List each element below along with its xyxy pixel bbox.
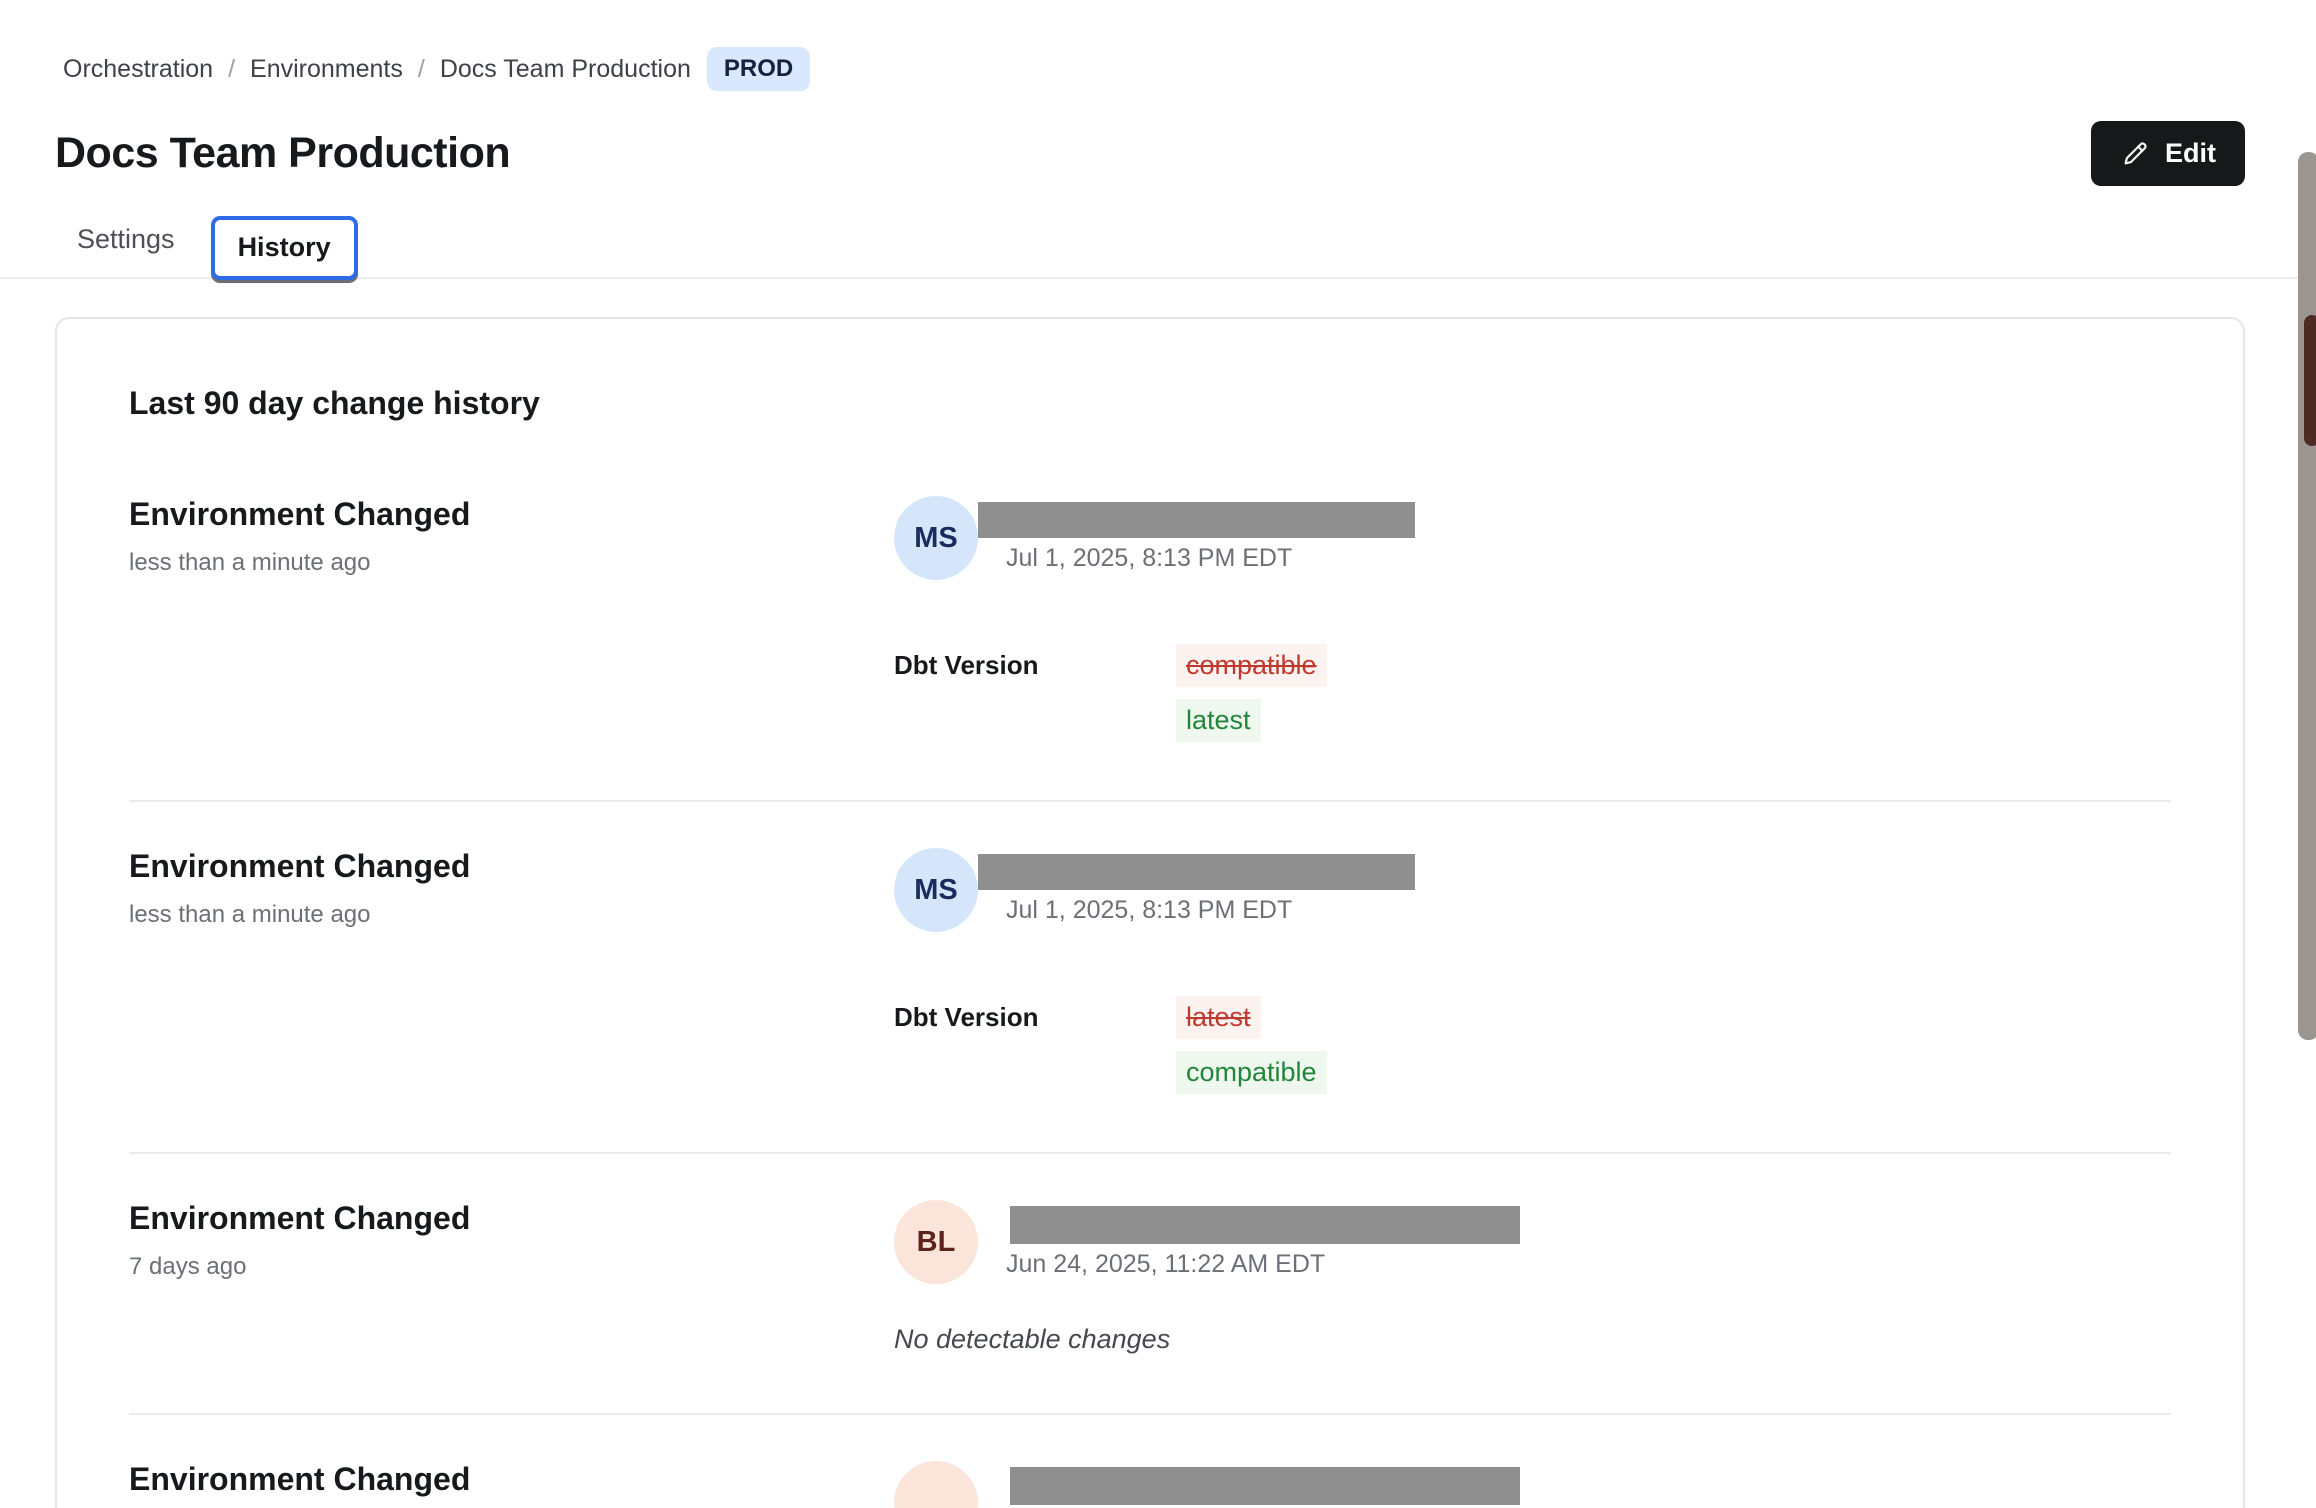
change-new-value: latest bbox=[1176, 699, 1261, 742]
avatar bbox=[894, 1461, 978, 1508]
change-old-value: compatible bbox=[1176, 644, 1327, 687]
edit-button-label: Edit bbox=[2165, 138, 2216, 168]
breadcrumb: Orchestration / Environments / Docs Team… bbox=[63, 47, 2316, 91]
change-field-label: Dbt Version bbox=[894, 650, 1039, 680]
breadcrumb-current-environment[interactable]: Docs Team Production bbox=[439, 54, 691, 83]
entry-relative-time: less than a minute ago bbox=[129, 549, 371, 576]
entry-changes: Dbt Version compatible latest bbox=[894, 644, 2171, 742]
entry-author-row bbox=[894, 1461, 2171, 1508]
breadcrumb-environments[interactable]: Environments bbox=[250, 54, 403, 83]
entry-timestamp: Jul 1, 2025, 8:13 PM EDT bbox=[1006, 544, 1293, 572]
pencil-icon bbox=[2120, 139, 2150, 169]
inner-scrollbar-thumb[interactable] bbox=[2304, 315, 2316, 446]
environment-page: Orchestration / Environments / Docs Team… bbox=[0, 47, 2316, 1508]
entry-title: Environment Changed bbox=[129, 1461, 471, 1497]
entry-author-meta: Jul 1, 2025, 8:13 PM EDT bbox=[978, 848, 1415, 925]
entry-detail: BL Jun 24, 2025, 11:22 AM EDT No detecta… bbox=[894, 1200, 2171, 1355]
change-history-card: Last 90 day change history Environment C… bbox=[55, 317, 2245, 1508]
entry-author-meta: Jun 24, 2025, 11:22 AM EDT bbox=[978, 1200, 1520, 1279]
entry-author-meta: Jul 1, 2025, 8:13 PM EDT bbox=[978, 496, 1415, 573]
entry-author-meta bbox=[978, 1461, 1520, 1505]
redacted-username-bar bbox=[978, 502, 1415, 538]
change-row: Dbt Version compatible latest bbox=[894, 644, 2171, 742]
avatar: MS bbox=[894, 496, 978, 580]
entry-summary: Environment Changed less than a minute a… bbox=[129, 496, 894, 742]
entry-author-row: MS Jul 1, 2025, 8:13 PM EDT bbox=[894, 496, 2171, 580]
tab-bar: Settings History bbox=[0, 210, 2316, 280]
avatar: BL bbox=[894, 1200, 978, 1284]
redacted-username-bar bbox=[1010, 1467, 1520, 1505]
entry-detail: MS Jul 1, 2025, 8:13 PM EDT Dbt Version … bbox=[894, 496, 2171, 742]
entry-title: Environment Changed bbox=[129, 1200, 471, 1236]
entry-timestamp: Jun 24, 2025, 11:22 AM EDT bbox=[1006, 1250, 1326, 1278]
entry-title: Environment Changed bbox=[129, 848, 471, 884]
avatar: MS bbox=[894, 848, 978, 932]
change-row: Dbt Version latest compatible bbox=[894, 996, 2171, 1094]
history-entry: Environment Changed less than a minute a… bbox=[129, 800, 2171, 1152]
tab-settings[interactable]: Settings bbox=[77, 224, 175, 254]
entry-relative-time: 7 days ago bbox=[129, 1253, 247, 1280]
change-values: latest compatible bbox=[1176, 996, 2171, 1094]
history-entry: Environment Changed bbox=[129, 1413, 2171, 1508]
entry-summary: Environment Changed less than a minute a… bbox=[129, 848, 894, 1094]
entry-summary: Environment Changed 7 days ago bbox=[129, 1200, 894, 1355]
entry-title: Environment Changed bbox=[129, 496, 471, 532]
entry-summary: Environment Changed bbox=[129, 1461, 894, 1508]
history-entry: Environment Changed less than a minute a… bbox=[129, 450, 2171, 800]
redacted-username-bar bbox=[978, 854, 1415, 890]
edit-button[interactable]: Edit bbox=[2091, 121, 2245, 186]
breadcrumb-orchestration[interactable]: Orchestration bbox=[63, 54, 214, 83]
breadcrumb-separator: / bbox=[417, 54, 425, 83]
page-scrollbar-thumb[interactable] bbox=[2298, 152, 2316, 1040]
page-header: Docs Team Production Edit bbox=[55, 121, 2245, 186]
prod-badge: PROD bbox=[706, 47, 811, 91]
entry-changes: Dbt Version latest compatible bbox=[894, 996, 2171, 1094]
entry-relative-time: less than a minute ago bbox=[129, 901, 371, 928]
card-heading: Last 90 day change history bbox=[129, 385, 540, 421]
change-values: compatible latest bbox=[1176, 644, 2171, 742]
change-field-label: Dbt Version bbox=[894, 1002, 1039, 1032]
breadcrumb-separator: / bbox=[228, 54, 236, 83]
change-new-value: compatible bbox=[1176, 1051, 1327, 1094]
redacted-username-bar bbox=[1010, 1206, 1520, 1244]
change-old-value: latest bbox=[1176, 996, 1261, 1039]
entry-author-row: MS Jul 1, 2025, 8:13 PM EDT bbox=[894, 848, 2171, 932]
no-detectable-changes-note: No detectable changes bbox=[894, 1324, 1171, 1354]
entry-author-row: BL Jun 24, 2025, 11:22 AM EDT bbox=[894, 1200, 2171, 1284]
page-title: Docs Team Production bbox=[55, 129, 511, 177]
entry-detail bbox=[894, 1461, 2171, 1508]
history-entry: Environment Changed 7 days ago BL Jun 24… bbox=[129, 1152, 2171, 1413]
entry-detail: MS Jul 1, 2025, 8:13 PM EDT Dbt Version … bbox=[894, 848, 2171, 1094]
tab-history[interactable]: History bbox=[210, 216, 358, 280]
entry-timestamp: Jul 1, 2025, 8:13 PM EDT bbox=[1006, 896, 1293, 924]
